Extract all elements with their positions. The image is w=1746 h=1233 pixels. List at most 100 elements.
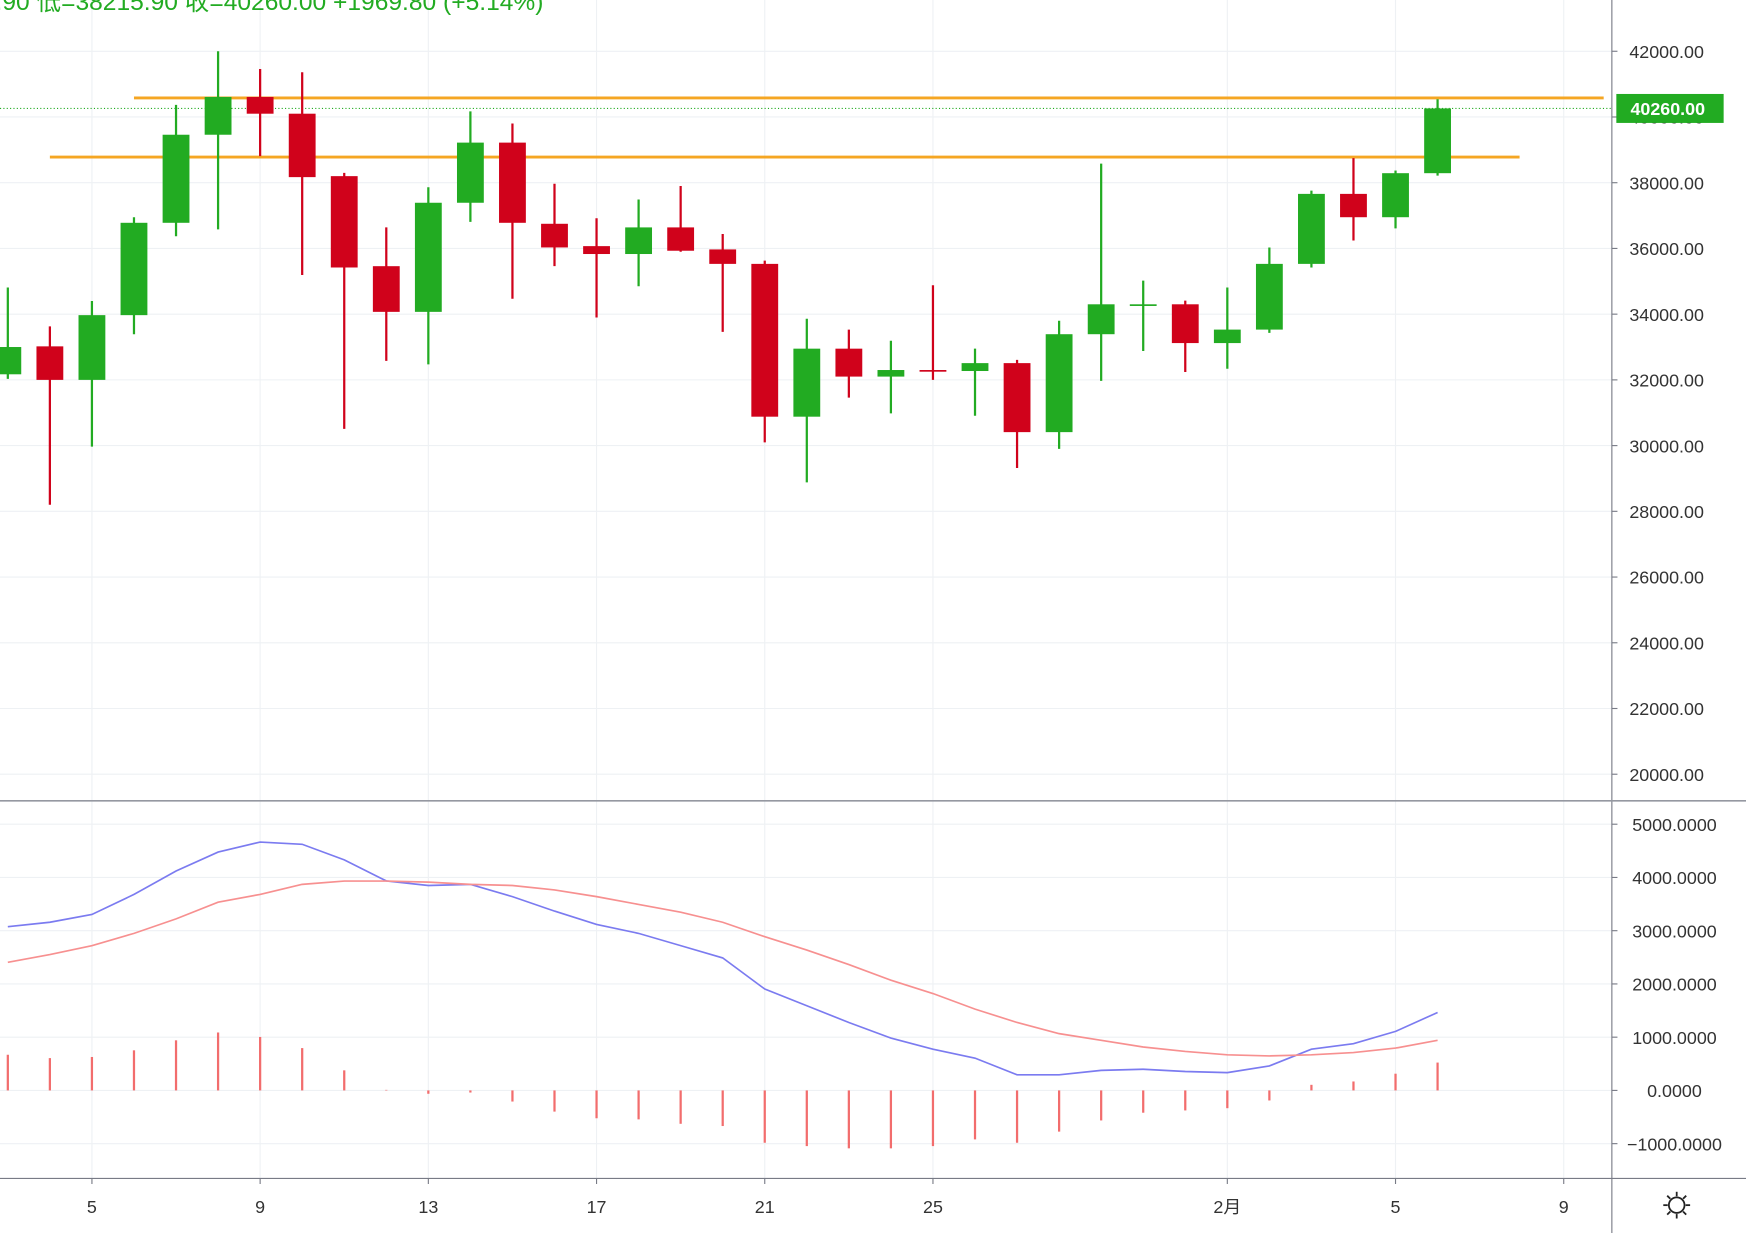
macd-histogram-bar — [6, 1054, 9, 1091]
candle-body — [0, 347, 22, 375]
y-tick-label: 0.0000 — [1647, 1081, 1702, 1101]
macd-histogram-bar — [90, 1056, 94, 1091]
y-tick-label: 38000.00 — [1629, 173, 1704, 193]
candle-body — [583, 246, 610, 255]
last-price-tag — [1616, 93, 1724, 123]
macd-histogram-bar — [132, 1050, 136, 1091]
x-tick-label: 2月 — [1213, 1197, 1241, 1217]
marks — [0, 51, 1612, 1149]
y-tick-label: 20000.00 — [1629, 765, 1704, 785]
candle-body — [1298, 193, 1325, 264]
candle-body — [793, 348, 821, 417]
macd-histogram-bar — [847, 1090, 850, 1149]
candle-body — [1424, 108, 1451, 174]
macd-histogram-bar — [1226, 1090, 1229, 1109]
y-tick-label: 42000.00 — [1629, 42, 1704, 62]
candle-body — [1213, 329, 1241, 344]
x-tick-label: 9 — [255, 1197, 265, 1217]
candle-body — [1003, 363, 1031, 433]
macd-histogram-bar — [48, 1058, 51, 1091]
macd-histogram-bar — [1394, 1073, 1397, 1091]
candle-body — [1045, 334, 1073, 433]
macd-histogram-bar — [216, 1032, 220, 1091]
y-tick-label: 3000.0000 — [1632, 921, 1717, 941]
macd-histogram-bar — [595, 1090, 598, 1119]
y-tick-label: 36000.00 — [1629, 239, 1704, 259]
candle-body — [751, 263, 779, 417]
candle-body — [1382, 173, 1409, 218]
x-tick-label: 25 — [923, 1197, 943, 1217]
y-tick-label: 32000.00 — [1629, 371, 1704, 391]
macd-histogram-bar — [679, 1090, 682, 1124]
macd-histogram-bar — [301, 1048, 304, 1091]
macd-histogram-bar — [1100, 1090, 1103, 1121]
macd-histogram-bar — [1310, 1084, 1313, 1091]
candle-body — [456, 142, 484, 203]
macd-histogram-bar — [637, 1090, 640, 1120]
candle-body — [78, 315, 106, 380]
candle-body — [835, 348, 863, 377]
macd-histogram-bar — [174, 1040, 178, 1091]
candle-body — [120, 222, 148, 316]
y-tick-label: 30000.00 — [1629, 436, 1704, 456]
candle-body — [36, 346, 64, 380]
candle-body — [288, 113, 316, 178]
y-tick-label: 28000.00 — [1629, 502, 1704, 522]
macd-histogram-bar — [763, 1090, 766, 1143]
settings-icon[interactable] — [1663, 1191, 1691, 1219]
x-tick-label: 5 — [87, 1197, 97, 1217]
macd-histogram-bar — [469, 1090, 472, 1093]
ohlc-legend: .90 低=38215.90 收=40260.00 +1969.80 (+5.1… — [0, 0, 543, 16]
candle-body — [330, 176, 358, 268]
candle-body — [499, 142, 526, 223]
macd-histogram-bar — [973, 1090, 977, 1140]
macd-histogram-bar — [805, 1090, 808, 1147]
macd-histogram-bar — [427, 1090, 430, 1094]
candle-body — [246, 96, 274, 114]
macd-histogram-bar — [553, 1090, 556, 1112]
macd-histogram-bar — [511, 1090, 514, 1102]
last-price-label: 40260.00 — [1630, 99, 1705, 119]
macd-histogram-bar — [889, 1090, 893, 1149]
macd-line — [7, 841, 1438, 1076]
macd-histogram-bar — [1057, 1090, 1061, 1132]
x-tick-label: 21 — [755, 1197, 775, 1217]
macd-histogram-bar — [1015, 1090, 1019, 1143]
y-tick-label: 22000.00 — [1629, 699, 1704, 719]
y-tick-label: 26000.00 — [1629, 568, 1704, 588]
candle-body — [625, 227, 653, 255]
x-tick-label: 9 — [1559, 1197, 1569, 1217]
candle-body — [204, 96, 232, 135]
macd-histogram-bar — [1352, 1081, 1355, 1091]
x-tick-label: 5 — [1391, 1197, 1401, 1217]
macd-histogram-bar — [385, 1089, 388, 1091]
y-tick-label: 24000.00 — [1629, 633, 1704, 653]
candle-body — [1087, 304, 1115, 335]
y-tick-label: 1000.0000 — [1632, 1028, 1717, 1048]
candle-body — [709, 249, 737, 264]
y-tick-label: 4000.0000 — [1632, 868, 1717, 888]
macd-histogram-bar — [931, 1090, 935, 1147]
y-tick-label: 34000.00 — [1629, 305, 1704, 325]
x-tick-label: 13 — [418, 1197, 438, 1217]
candle-body — [667, 227, 695, 251]
candle-body — [1171, 304, 1199, 344]
candle-body — [1129, 304, 1157, 306]
labels: 5 9 13 17 21 25 2月 5 9 20000.00 22000.00 24000.00 26… — [87, 42, 1724, 1217]
macd-histogram-bar — [721, 1090, 724, 1127]
y-tick-label: 5000.0000 — [1632, 815, 1717, 835]
macd-histogram-bar — [343, 1070, 346, 1091]
macd-histogram-bar — [1268, 1090, 1271, 1101]
candle-body — [919, 370, 947, 372]
candle-body — [541, 223, 568, 248]
y-tick-label: 2000.0000 — [1632, 975, 1717, 995]
x-tick-label: 17 — [587, 1197, 607, 1217]
macd-line — [7, 880, 1438, 1057]
candle-body — [162, 134, 190, 223]
candle-body — [372, 266, 400, 312]
candle-body — [877, 370, 905, 377]
macd-histogram-bar — [1436, 1062, 1439, 1091]
